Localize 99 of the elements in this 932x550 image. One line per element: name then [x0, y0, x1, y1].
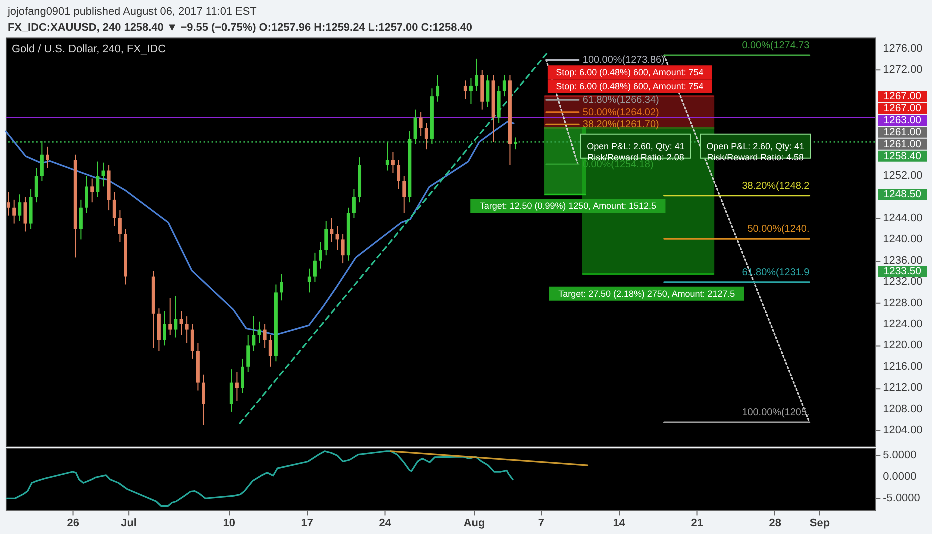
y-tick-label: 1244.00: [883, 212, 923, 224]
y-tick-label: -5.0000: [883, 492, 920, 505]
candlestick: [470, 78, 473, 104]
y-tick-label: 1224.00: [883, 318, 923, 330]
x-tick-label: 14: [613, 518, 626, 530]
candlestick: [386, 142, 390, 172]
series-label: 50.00%(1264.02): [582, 107, 660, 118]
series-label: 0.00%(1274.73: [742, 40, 810, 52]
candlestick: [180, 310, 184, 336]
annotation: Open P&L: 2.60, Qty: 41 Risk/Reward Ratio: 2.08: [587, 141, 685, 162]
candlestick: [308, 268, 312, 294]
candlestick: [280, 274, 284, 302]
candlestick: [202, 374, 206, 426]
candlestick: [174, 296, 178, 338]
y-tick-label: 1240.00: [883, 234, 923, 246]
candlestick: [7, 191, 10, 216]
x-tick-label: 10: [223, 518, 236, 530]
candlestick: [263, 324, 267, 349]
x-tick-label: 24: [379, 518, 392, 530]
candlestick: [235, 372, 239, 402]
candlestick: [313, 252, 317, 283]
candlestick: [230, 369, 234, 412]
candlestick: [324, 220, 328, 256]
candlestick: [464, 80, 468, 100]
text: 1261.00: [884, 139, 922, 150]
text: jojofang0901 published August 06, 2017 11:01 EST: [6, 6, 258, 18]
x-tick-label: Aug: [464, 518, 486, 530]
candlestick: [419, 112, 423, 137]
candlestick: [391, 152, 395, 174]
y-tick-label: 1204.00: [883, 424, 923, 437]
candlestick: [90, 178, 94, 204]
x-tick-label: Jul: [121, 518, 137, 530]
candlestick: [397, 160, 401, 190]
candlestick: [79, 199, 83, 240]
candlestick: [436, 74, 440, 102]
candlestick: [168, 298, 172, 336]
candlestick: [514, 137, 518, 150]
candlestick: [118, 210, 122, 243]
annotation: Target: 12.50 (0.99%) 1250, Amount: 1512.5: [480, 201, 656, 212]
candlestick: [268, 334, 272, 368]
candlestick: [341, 234, 345, 264]
series-label: 100.00%(1205.: [742, 408, 810, 419]
candlestick: [163, 310, 167, 346]
candlestick: [96, 161, 100, 198]
candlestick: [85, 176, 88, 214]
x-tick-label: 17: [301, 518, 314, 530]
y-tick-label: 1272.00: [883, 64, 923, 76]
y-tick-label: 1232.00: [883, 276, 923, 288]
candlestick: [475, 58, 479, 92]
series-label: 50.00%(1240.: [748, 224, 810, 236]
ref-line-label: 1263.00: [884, 115, 922, 126]
candlestick: [402, 176, 406, 214]
text: 1233.50: [884, 266, 922, 278]
candlestick: [352, 188, 356, 219]
series-label: 38.20%(1248.2: [742, 180, 810, 192]
candlestick: [252, 316, 256, 352]
text: 1261.00: [884, 127, 922, 138]
series-label: 100.00%(1273.86): [582, 55, 665, 66]
candlestick: [18, 194, 22, 222]
candlestick: [330, 218, 334, 243]
y-tick-label: 1216.00: [883, 360, 923, 373]
y-tick-label: 1228.00: [883, 297, 923, 310]
line-series: [6, 450, 514, 508]
candlestick: [246, 334, 250, 373]
x-tick-label: 7: [538, 518, 544, 530]
candlestick: [46, 146, 50, 169]
candlestick: [185, 316, 189, 344]
x-tick-label: 26: [67, 518, 80, 530]
candlestick: [241, 358, 245, 394]
candlestick: [319, 242, 323, 270]
y-tick-label: 1236.00: [883, 254, 923, 267]
text: Gold / U.S. Dollar, 240, FX_IDC: [12, 44, 166, 56]
y-tick-label: 0.0000: [883, 471, 917, 484]
annotation: Stop: 6.00 (0.48%) 600, Amount: 754: [556, 68, 704, 78]
text: 1267.00: [884, 104, 922, 114]
x-tick-label: 21: [691, 518, 704, 530]
candlestick: [40, 140, 44, 182]
text: 1267.00: [884, 92, 922, 103]
candlestick: [34, 168, 38, 204]
candlestick: [486, 74, 490, 108]
x-tick-label: Sep: [810, 518, 830, 530]
candlestick: [112, 191, 116, 227]
text: FX_IDC:XAUUSD, 240 1258.40 ▼ −9.55 (−0.75%) O:1257.96 H:1259.24 L:1257.00 C:1258.40: [8, 22, 472, 34]
ref-line-label: 1258.40: [884, 151, 922, 162]
candlestick: [12, 199, 16, 224]
annotation: Stop: 6.00 (0.48%) 600, Amount: 754: [556, 82, 704, 92]
y-tick-label: 1276.00: [883, 42, 923, 55]
y-tick-label: 5.0000: [883, 450, 917, 462]
y-tick-label: 1212.00: [883, 382, 923, 394]
candlestick: [190, 324, 194, 360]
y-tick-label: 1252.00: [883, 170, 923, 182]
annotation: Target: 27.50 (2.18%) 2750, Amount: 2127.5: [558, 288, 736, 299]
candlestick: [424, 122, 428, 150]
y-tick-label: 1208.00: [883, 403, 923, 416]
candlestick: [502, 74, 506, 98]
series-label: 61.80%(1266.34): [582, 95, 660, 106]
text: 1248.50: [884, 190, 922, 201]
y-tick-label: 1220.00: [883, 340, 923, 352]
x-tick-label: 28: [769, 518, 782, 530]
